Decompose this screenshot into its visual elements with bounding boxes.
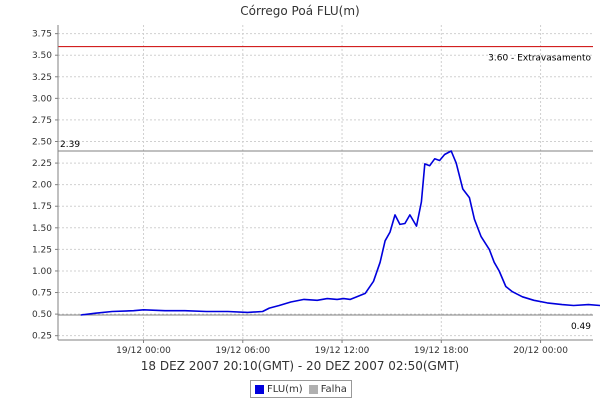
threshold-label: 3.60 - Extravasamento (488, 54, 591, 64)
y-tick-label: 1.75 (32, 202, 52, 212)
x-axis-label: 18 DEZ 2007 20:10(GMT) - 20 DEZ 2007 02:… (141, 359, 459, 373)
legend-label-flu: FLU(m) (267, 383, 303, 395)
x-tick-label: 19/12 06:00 (215, 346, 270, 356)
y-tick-label: 3.00 (32, 94, 52, 104)
y-tick-label: 1.00 (32, 267, 52, 277)
y-tick-label: 2.00 (32, 181, 52, 191)
legend: FLU(m) Falha (250, 380, 352, 398)
y-tick-label: 0.25 (32, 332, 52, 342)
x-tick-label: 19/12 18:00 (414, 346, 469, 356)
axes: 0.25 0.50 0.75 1.00 1.25 1.50 1.75 2.00 2.25 2.50… (32, 25, 593, 356)
legend-item-flu: FLU(m) (255, 384, 303, 395)
chart-title: Córrego Poá FLU(m) (240, 4, 359, 18)
y-tick-label: 2.50 (32, 138, 52, 148)
series-layer (80, 150, 600, 316)
y-tick-label: 1.25 (32, 245, 52, 255)
y-tick-label: 0.50 (32, 310, 52, 320)
y-tick-label: 3.25 (32, 73, 52, 83)
y-tick-label: 2.75 (32, 116, 52, 126)
legend-swatch-falha (308, 384, 318, 394)
plot-area (58, 25, 593, 340)
min-value-label: 0.49 (571, 322, 591, 332)
y-tick-label: 3.75 (32, 30, 52, 40)
legend-label-falha: Falha (320, 383, 347, 395)
y-tick-label: 2.25 (32, 159, 52, 169)
series-line-flu (80, 150, 600, 316)
grid (58, 25, 593, 340)
legend-swatch-flu (255, 384, 264, 394)
reference-lines: 3.60 - Extravasamento 2.39 0.49 (58, 46, 593, 332)
x-tick-label: 19/12 12:00 (315, 346, 370, 356)
x-tick-label: 20/12 00:00 (513, 346, 568, 356)
x-tick-label: 19/12 00:00 (116, 346, 171, 356)
y-tick-label: 0.75 (32, 289, 52, 299)
legend-item-falha: Falha (308, 383, 347, 395)
y-tick-label: 3.50 (32, 51, 52, 61)
max-value-label: 2.39 (60, 140, 80, 150)
y-tick-label: 1.50 (32, 224, 52, 234)
